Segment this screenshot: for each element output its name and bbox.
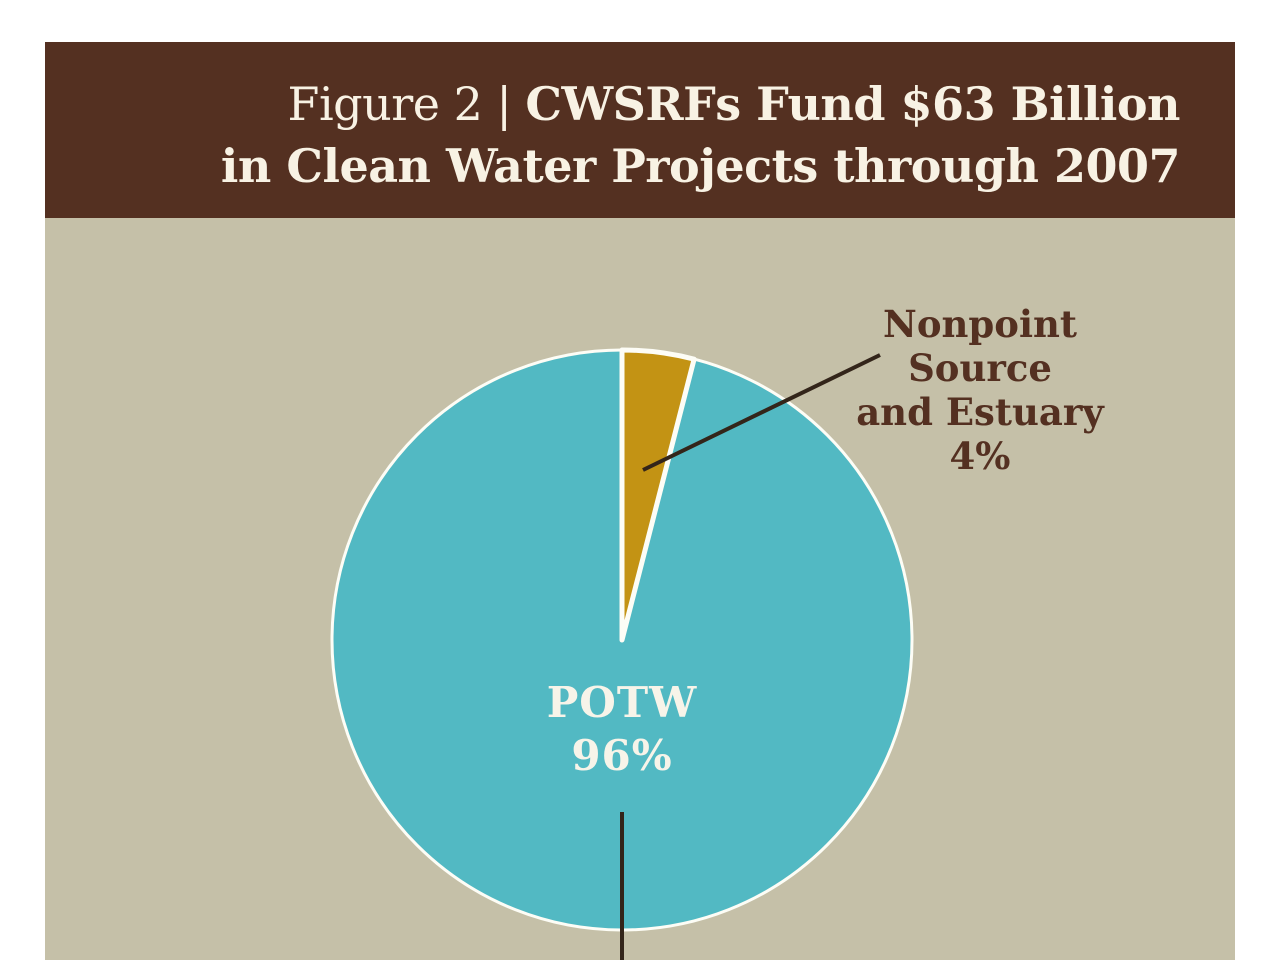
potw-slice-label: POTW 96% — [547, 676, 698, 782]
nonpoint-label-line2: and Estuary — [856, 390, 1104, 434]
title-text-line1: CWSRFs Fund $63 Billion — [525, 77, 1180, 131]
title-separator: | — [496, 77, 512, 131]
nonpoint-label-line1: Nonpoint Source — [883, 302, 1077, 390]
pie-slice-nonpoint — [619, 347, 697, 643]
figure-title-line1: Figure 2 | CWSRFs Fund $63 Billion — [287, 73, 1181, 135]
potw-label-name: POTW — [546, 678, 698, 727]
pie-chart-svg — [330, 347, 914, 960]
title-text-line2: in Clean Water Projects through 2007 — [220, 139, 1181, 193]
nonpoint-slice-label: Nonpoint Source and Estuary 4% — [853, 302, 1108, 478]
figure-number-label: Figure 2 — [287, 77, 483, 131]
nonpoint-pct-label: 4% — [949, 434, 1011, 478]
figure-header-band: Figure 2 | CWSRFs Fund $63 Billion in Clea… — [45, 42, 1235, 218]
potw-pct-label: 96% — [571, 731, 673, 780]
figure-panel: Figure 2 | CWSRFs Fund $63 Billion in Clea… — [45, 42, 1235, 960]
pie-chart-area: Nonpoint Source and Estuary 4% POTW 96% — [45, 218, 1235, 960]
leader-line-nonpoint — [642, 353, 881, 472]
